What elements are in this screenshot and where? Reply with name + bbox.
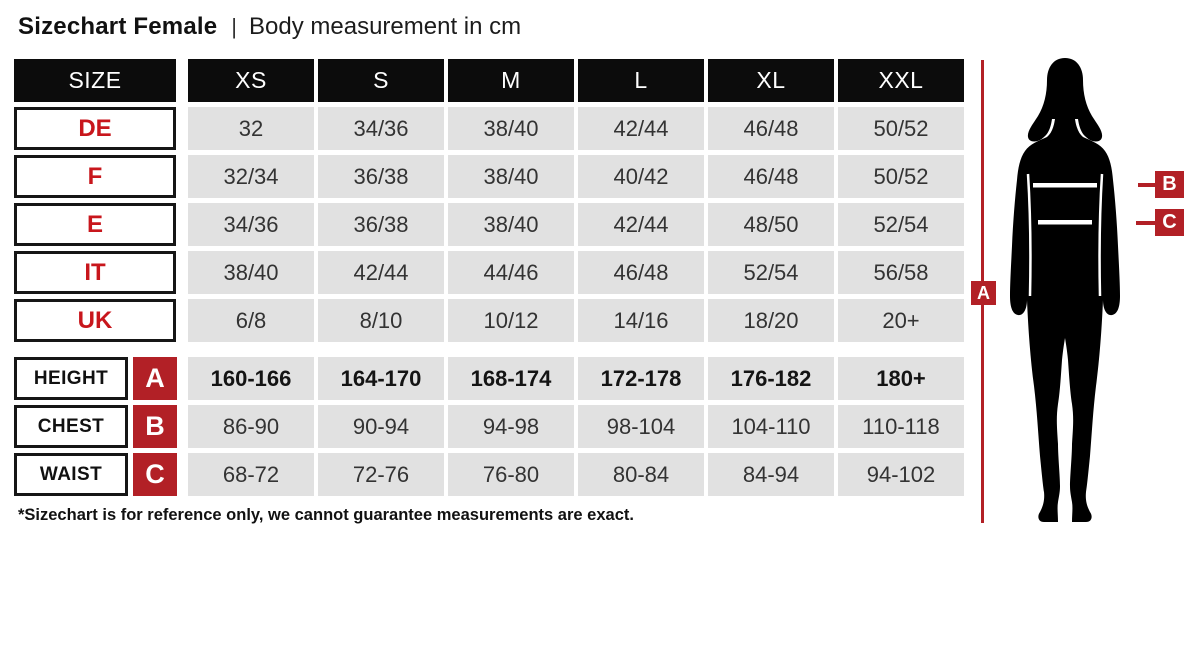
size-cell: 8/10 (318, 299, 444, 342)
size-cell: 46/48 (578, 251, 704, 294)
title-separator: | (231, 14, 238, 39)
size-cell: 34/36 (318, 107, 444, 150)
column-header-size: SIZE (14, 59, 176, 102)
row-label-f: F (14, 155, 176, 198)
size-cell: 50/52 (838, 107, 964, 150)
waist-pointer-dash (1136, 221, 1155, 225)
size-cell: 14/16 (578, 299, 704, 342)
size-cell: 40/42 (578, 155, 704, 198)
size-cell: 36/38 (318, 203, 444, 246)
measure-cell: 76-80 (448, 453, 574, 496)
size-cell: 38/40 (188, 251, 314, 294)
size-cell: 32 (188, 107, 314, 150)
size-cell: 42/44 (578, 203, 704, 246)
measurement-table: HEIGHT A 160-166 164-170 168-174 172-178… (14, 357, 964, 496)
size-cell: 46/48 (708, 107, 834, 150)
row-label-it: IT (14, 251, 176, 294)
footnote: *Sizechart is for reference only, we can… (18, 506, 634, 524)
measure-cell: 180+ (838, 357, 964, 400)
measure-cell: 104-110 (708, 405, 834, 448)
measure-label-chest: CHEST B (14, 405, 184, 448)
measure-cell: 176-182 (708, 357, 834, 400)
column-header-s: S (318, 59, 444, 102)
size-cell: 32/34 (188, 155, 314, 198)
size-cell: 34/36 (188, 203, 314, 246)
marker-b-badge: B (133, 405, 177, 448)
measure-label-waist: WAIST C (14, 453, 184, 496)
size-cell: 38/40 (448, 107, 574, 150)
measure-cell: 168-174 (448, 357, 574, 400)
size-cell: 56/58 (838, 251, 964, 294)
size-cell: 10/12 (448, 299, 574, 342)
figure-marker-b: B (1155, 171, 1184, 198)
figure-marker-a: A (971, 281, 996, 305)
size-cell: 36/38 (318, 155, 444, 198)
size-cell: 20+ (838, 299, 964, 342)
row-label-de: DE (14, 107, 176, 150)
measure-cell: 172-178 (578, 357, 704, 400)
measure-cell: 84-94 (708, 453, 834, 496)
measure-cell: 98-104 (578, 405, 704, 448)
size-cell: 52/54 (708, 251, 834, 294)
row-label-e: E (14, 203, 176, 246)
size-cell: 38/40 (448, 155, 574, 198)
measure-label-text: WAIST (14, 453, 128, 496)
measure-cell: 164-170 (318, 357, 444, 400)
column-header-xs: XS (188, 59, 314, 102)
size-cell: 38/40 (448, 203, 574, 246)
page-title: Sizechart Female | Body measurement in cm (18, 13, 521, 41)
measure-cell: 80-84 (578, 453, 704, 496)
column-header-xxl: XXL (838, 59, 964, 102)
figure-marker-c: C (1155, 209, 1184, 236)
measure-cell: 86-90 (188, 405, 314, 448)
waist-line (1038, 220, 1092, 225)
measure-cell: 90-94 (318, 405, 444, 448)
title-main: Sizechart Female (18, 13, 218, 40)
female-silhouette-figure (1010, 58, 1120, 522)
column-header-l: L (578, 59, 704, 102)
measure-cell: 94-102 (838, 453, 964, 496)
size-cell: 48/50 (708, 203, 834, 246)
size-cell: 52/54 (838, 203, 964, 246)
marker-a-badge: A (133, 357, 177, 400)
title-subtitle: Body measurement in cm (249, 13, 522, 40)
size-cell: 44/46 (448, 251, 574, 294)
chest-line (1033, 183, 1097, 188)
marker-c-badge: C (133, 453, 177, 496)
measure-cell: 68-72 (188, 453, 314, 496)
size-cell: 42/44 (318, 251, 444, 294)
size-cell: 42/44 (578, 107, 704, 150)
size-table: SIZE XS S M L XL XXL DE 32 34/36 38/40 4… (14, 59, 964, 342)
row-label-uk: UK (14, 299, 176, 342)
size-cell: 6/8 (188, 299, 314, 342)
measure-cell: 110-118 (838, 405, 964, 448)
measure-cell: 72-76 (318, 453, 444, 496)
chest-pointer-dash (1138, 183, 1155, 187)
measure-label-text: HEIGHT (14, 357, 128, 400)
column-header-xl: XL (708, 59, 834, 102)
measure-cell: 160-166 (188, 357, 314, 400)
measure-label-text: CHEST (14, 405, 128, 448)
measure-cell: 94-98 (448, 405, 574, 448)
column-header-m: M (448, 59, 574, 102)
size-cell: 50/52 (838, 155, 964, 198)
measure-label-height: HEIGHT A (14, 357, 184, 400)
size-cell: 18/20 (708, 299, 834, 342)
size-cell: 46/48 (708, 155, 834, 198)
